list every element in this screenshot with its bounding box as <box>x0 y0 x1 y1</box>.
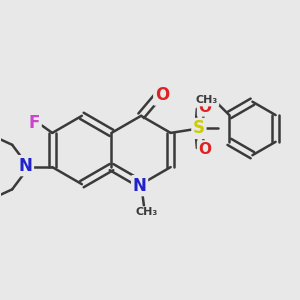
Text: CH₃: CH₃ <box>196 95 218 105</box>
Text: F: F <box>29 113 40 131</box>
Text: N: N <box>133 177 146 195</box>
Text: CH₃: CH₃ <box>136 207 158 218</box>
Text: S: S <box>193 119 205 137</box>
Text: O: O <box>198 142 212 157</box>
Text: N: N <box>19 157 32 175</box>
Text: O: O <box>155 86 169 104</box>
Text: O: O <box>198 100 212 115</box>
